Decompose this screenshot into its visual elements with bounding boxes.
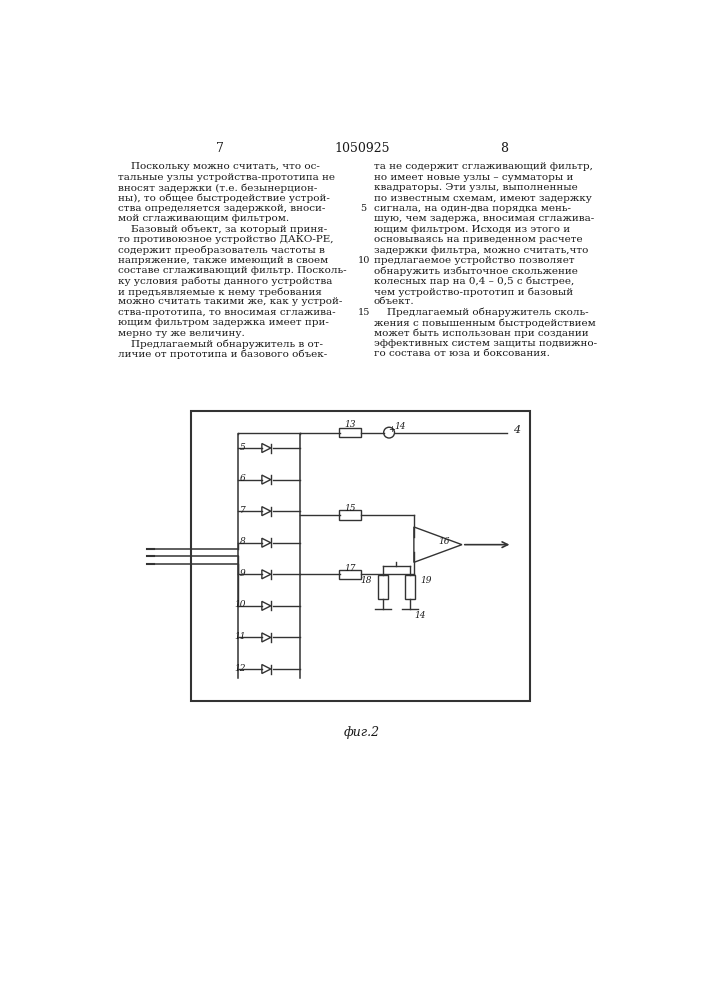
Text: 13: 13 bbox=[344, 420, 356, 429]
Text: 4: 4 bbox=[513, 425, 520, 435]
Text: составе сглаживающий фильтр. Посколь-: составе сглаживающий фильтр. Посколь- bbox=[118, 266, 346, 275]
Text: 16: 16 bbox=[438, 537, 450, 546]
Text: вносят задержки (т.е. безынерцион-: вносят задержки (т.е. безынерцион- bbox=[118, 183, 317, 193]
Text: объект.: объект. bbox=[373, 297, 414, 306]
Text: 7: 7 bbox=[216, 142, 224, 155]
Text: 7: 7 bbox=[240, 506, 246, 515]
Text: квадраторы. Эти узлы, выполненные: квадраторы. Эти узлы, выполненные bbox=[373, 183, 578, 192]
Bar bbox=[339, 428, 361, 437]
Text: обнаружить избыточное скольжение: обнаружить избыточное скольжение bbox=[373, 266, 578, 276]
Text: 14: 14 bbox=[395, 422, 406, 431]
Bar bbox=[405, 575, 415, 599]
Text: предлагаемое устройство позволяет: предлагаемое устройство позволяет bbox=[373, 256, 574, 265]
Text: 1050925: 1050925 bbox=[334, 142, 390, 155]
Text: но имеет новые узлы – сумматоры и: но имеет новые узлы – сумматоры и bbox=[373, 173, 573, 182]
Text: тальные узлы устройства-прототипа не: тальные узлы устройства-прототипа не bbox=[118, 173, 335, 182]
Text: колесных пар на 0,4 – 0,5 с быстрее,: колесных пар на 0,4 – 0,5 с быстрее, bbox=[373, 277, 574, 286]
Text: ющим фильтром задержка имеет при-: ющим фильтром задержка имеет при- bbox=[118, 318, 329, 327]
Bar bbox=[339, 510, 361, 520]
Text: 19: 19 bbox=[421, 576, 433, 585]
Text: ку условия работы данного устройства: ку условия работы данного устройства bbox=[118, 277, 332, 286]
Text: основываясь на приведенном расчете: основываясь на приведенном расчете bbox=[373, 235, 582, 244]
Text: чем устройство-прототип и базовый: чем устройство-прототип и базовый bbox=[373, 287, 573, 297]
Text: личие от прототипа и базового объек-: личие от прототипа и базового объек- bbox=[118, 349, 327, 359]
Text: напряжение, также имеющий в своем: напряжение, также имеющий в своем bbox=[118, 256, 328, 265]
Text: 8: 8 bbox=[240, 537, 246, 546]
Bar bbox=[192, 411, 530, 701]
Text: +: + bbox=[388, 425, 395, 434]
Text: 18: 18 bbox=[361, 576, 372, 585]
Text: шую, чем задержа, вносимая сглажива-: шую, чем задержа, вносимая сглажива- bbox=[373, 214, 594, 223]
Text: можно считать такими же, как у устрой-: можно считать такими же, как у устрой- bbox=[118, 297, 342, 306]
Text: по известным схемам, имеют задержку: по известным схемам, имеют задержку bbox=[373, 194, 592, 203]
Text: 9: 9 bbox=[240, 569, 246, 578]
Text: задержки фильтра, можно считать,что: задержки фильтра, можно считать,что bbox=[373, 246, 588, 255]
Text: жения с повышенным быстродействием: жения с повышенным быстродействием bbox=[373, 318, 595, 328]
Text: 11: 11 bbox=[234, 632, 246, 641]
Text: мой сглаживающим фильтром.: мой сглаживающим фильтром. bbox=[118, 214, 289, 223]
Text: 8: 8 bbox=[501, 142, 508, 155]
Text: Предлагаемый обнаружитель в от-: Предлагаемый обнаружитель в от- bbox=[118, 339, 323, 349]
Text: 10: 10 bbox=[357, 256, 370, 265]
Text: фиг.2: фиг.2 bbox=[344, 726, 380, 739]
Text: то противоюзное устройство ДАКО-РЕ,: то противоюзное устройство ДАКО-РЕ, bbox=[118, 235, 333, 244]
Text: содержит преобразователь частоты в: содержит преобразователь частоты в bbox=[118, 246, 325, 255]
Text: 15: 15 bbox=[357, 308, 370, 317]
Text: 5: 5 bbox=[361, 204, 366, 213]
Text: 10: 10 bbox=[234, 600, 246, 609]
Text: может быть использован при создании: может быть использован при создании bbox=[373, 329, 588, 338]
Text: го состава от юза и боксования.: го состава от юза и боксования. bbox=[373, 349, 549, 358]
Text: сигнала, на один-два порядка мень-: сигнала, на один-два порядка мень- bbox=[373, 204, 571, 213]
Text: 6: 6 bbox=[240, 474, 246, 483]
Text: 14: 14 bbox=[414, 611, 426, 620]
Text: 17: 17 bbox=[344, 564, 356, 573]
Text: Предлагаемый обнаружитель сколь-: Предлагаемый обнаружитель сколь- bbox=[373, 308, 588, 317]
Text: Базовый объект, за который приня-: Базовый объект, за который приня- bbox=[118, 225, 327, 234]
Text: и предъявляемые к нему требования: и предъявляемые к нему требования bbox=[118, 287, 322, 297]
Text: мерно ту же величину.: мерно ту же величину. bbox=[118, 329, 245, 338]
Text: ства определяется задержкой, вноси-: ства определяется задержкой, вноси- bbox=[118, 204, 325, 213]
Bar bbox=[378, 575, 388, 599]
Text: 15: 15 bbox=[344, 504, 356, 513]
Text: та не содержит сглаживающий фильтр,: та не содержит сглаживающий фильтр, bbox=[373, 162, 592, 171]
Text: 12: 12 bbox=[234, 664, 246, 673]
Text: 5: 5 bbox=[240, 443, 246, 452]
Text: ны), то общее быстродействие устрой-: ны), то общее быстродействие устрой- bbox=[118, 194, 329, 203]
Bar bbox=[339, 570, 361, 579]
Text: ющим фильтром. Исходя из этого и: ющим фильтром. Исходя из этого и bbox=[373, 225, 570, 234]
Text: Поскольку можно считать, что ос-: Поскольку можно считать, что ос- bbox=[118, 162, 320, 171]
Text: эффективных систем защиты подвижно-: эффективных систем защиты подвижно- bbox=[373, 339, 597, 348]
Text: ства-прототипа, то вносимая сглажива-: ства-прототипа, то вносимая сглажива- bbox=[118, 308, 335, 317]
